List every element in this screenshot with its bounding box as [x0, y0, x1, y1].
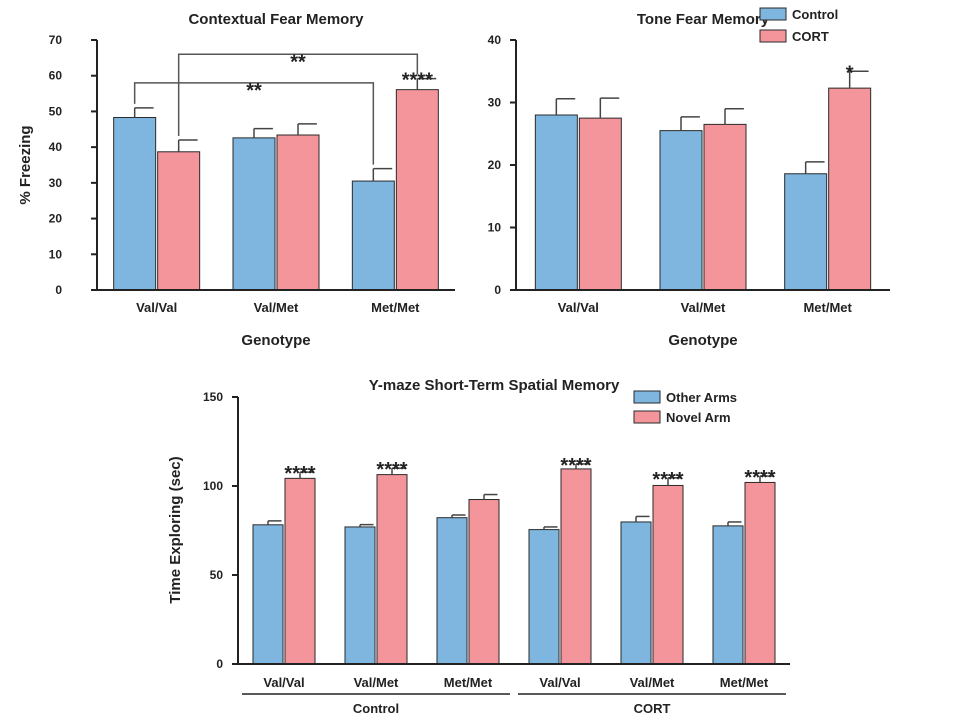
- x-category-label: Val/Met: [254, 300, 299, 315]
- chart-title: Y-maze Short-Term Spatial Memory: [369, 377, 620, 394]
- bar-cort-2: [703, 123, 747, 291]
- y-tick-label: 50: [210, 568, 224, 582]
- bar-cort-3: [395, 89, 439, 291]
- x-axis-label: Genotype: [668, 332, 737, 349]
- x-category-label: Val/Met: [681, 300, 726, 315]
- legend-swatch: [633, 390, 661, 404]
- legend-label: Control: [792, 7, 838, 22]
- group-label: Control: [353, 701, 399, 716]
- y-tick-label: 40: [488, 33, 502, 47]
- significance-marker: ****: [402, 70, 433, 92]
- bar-cort-1: [578, 117, 622, 291]
- y-tick-label: 150: [203, 390, 223, 404]
- y-axis-label: Time Exploring (sec): [167, 456, 184, 603]
- bar-other-arms-4: [528, 529, 560, 665]
- bar-novel-arm-5: [652, 484, 684, 665]
- y-tick-label: 20: [49, 212, 63, 226]
- bar-control-2: [232, 137, 276, 291]
- y-tick-label: 30: [488, 96, 502, 110]
- legend-label: Other Arms: [666, 390, 737, 405]
- bar-control-1: [534, 114, 578, 291]
- x-category-label: Val/Met: [630, 675, 675, 690]
- bar-novel-arm-3: [468, 499, 500, 665]
- bracket-label: **: [246, 80, 262, 102]
- legend-label: Novel Arm: [666, 410, 731, 425]
- y-tick-label: 0: [494, 283, 501, 297]
- bar-control-1: [113, 117, 157, 291]
- chart-title: Contextual Fear Memory: [188, 11, 364, 28]
- bar-novel-arm-1: [284, 477, 316, 665]
- chart-title: Tone Fear Memory: [637, 11, 770, 28]
- bar-other-arms-5: [620, 521, 652, 665]
- group-label: CORT: [634, 701, 671, 716]
- bar-novel-arm-4: [560, 468, 592, 665]
- x-category-label: Val/Val: [263, 675, 304, 690]
- x-axis-label: Genotype: [241, 332, 310, 349]
- y-tick-label: 50: [49, 104, 63, 118]
- bar-other-arms-2: [344, 526, 376, 665]
- significance-marker: ****: [284, 463, 315, 485]
- chart-panel-3: Y-maze Short-Term Spatial Memory 0 50 100 15…: [167, 377, 790, 716]
- bar-cort-3: [828, 87, 872, 291]
- significance-marker: ****: [560, 455, 591, 477]
- y-tick-label: 10: [49, 247, 63, 261]
- bar-control-2: [659, 130, 703, 291]
- significance-marker: ****: [744, 467, 775, 489]
- chart-panel-2: Tone Fear Memory 0 10 20 30 40 Val/Val Val/Met M…: [488, 7, 890, 349]
- significance-marker: ****: [652, 469, 683, 491]
- significance-marker: ****: [376, 459, 407, 481]
- x-category-label: Val/Val: [136, 300, 177, 315]
- x-category-label: Met/Met: [803, 300, 852, 315]
- y-tick-label: 0: [55, 283, 62, 297]
- chart-panel-1: Contextual Fear Memory 0 10 20 30 40 50 60 70 % F…: [17, 11, 455, 349]
- y-tick-label: 30: [49, 176, 63, 190]
- y-tick-label: 60: [49, 69, 63, 83]
- bar-novel-arm-2: [376, 474, 408, 665]
- significance-bracket: [177, 53, 419, 136]
- bar-other-arms-1: [252, 524, 284, 665]
- y-tick-label: 70: [49, 33, 63, 47]
- x-category-label: Val/Val: [539, 675, 580, 690]
- significance-bracket: [133, 82, 375, 165]
- bar-other-arms-6: [712, 525, 744, 665]
- legend-swatch: [759, 7, 787, 21]
- y-axis-label: % Freezing: [17, 125, 34, 204]
- bar-cort-2: [276, 134, 320, 291]
- x-category-label: Met/Met: [371, 300, 420, 315]
- significance-marker: *: [846, 62, 854, 84]
- y-tick-label: 100: [203, 479, 223, 493]
- bar-control-3: [351, 180, 395, 291]
- bracket-label: **: [290, 51, 306, 73]
- legend-swatch: [633, 410, 661, 424]
- legend-swatch: [759, 29, 787, 43]
- legend-label: CORT: [792, 29, 829, 44]
- bar-novel-arm-6: [744, 481, 776, 665]
- x-category-label: Met/Met: [720, 675, 769, 690]
- bar-other-arms-3: [436, 517, 468, 665]
- y-tick-label: 40: [49, 140, 63, 154]
- x-category-label: Val/Met: [354, 675, 399, 690]
- y-tick-label: 0: [216, 657, 223, 671]
- x-category-label: Met/Met: [444, 675, 493, 690]
- bar-cort-1: [157, 151, 201, 291]
- bar-control-3: [784, 173, 828, 291]
- y-tick-label: 10: [488, 221, 502, 235]
- y-tick-label: 20: [488, 158, 502, 172]
- x-category-label: Val/Val: [558, 300, 599, 315]
